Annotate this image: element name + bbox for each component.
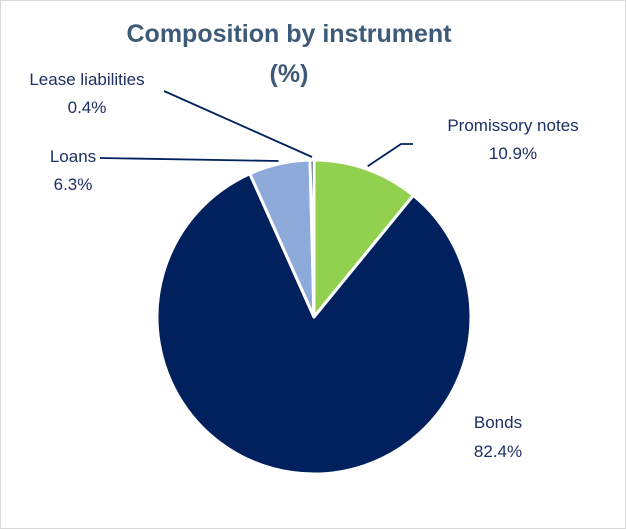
pie-slice-lease-liabilities: [308, 158, 316, 319]
pie-slices: [155, 158, 473, 476]
slice-label-lease-liabilities: Lease liabilities: [29, 70, 144, 89]
leader-line-promissory-notes: [367, 143, 413, 168]
chart-title: Composition by instrument: [126, 20, 452, 48]
slice-value-bonds: 82.4%: [474, 442, 522, 461]
leader-line-lease-liabilities: [163, 90, 313, 158]
chart-title-unit: (%): [269, 60, 309, 88]
slice-value-lease-liabilities: 0.4%: [68, 98, 107, 117]
pie-slice-promissory-notes: [312, 158, 415, 319]
slice-label-loans: Loans: [50, 147, 96, 166]
leader-lines: [99, 90, 413, 168]
slice-label-bonds: Bonds: [474, 413, 522, 432]
slice-value-loans: 6.3%: [54, 175, 93, 194]
slice-label-promissory-notes: Promissory notes: [447, 116, 578, 135]
slice-value-promissory-notes: 10.9%: [489, 144, 537, 163]
pie-slice-bonds: [155, 172, 473, 476]
leader-line-loans: [99, 157, 279, 162]
